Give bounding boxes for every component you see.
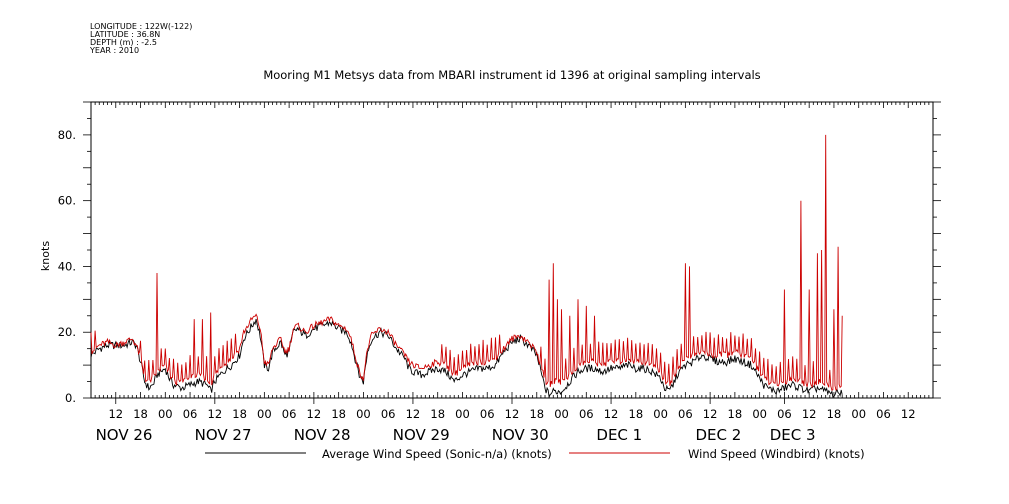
x-day-label: DEC 1 (596, 426, 642, 444)
year-label: YEAR : 2010 (90, 46, 140, 55)
x-tick-label: 12 (505, 407, 520, 421)
x-tick-label: 00 (752, 407, 767, 421)
legend-label-average: Average Wind Speed (Sonic-n/a) (knots) (322, 447, 552, 461)
x-tick-label: 18 (529, 407, 544, 421)
plot-area (90, 134, 843, 399)
x-day-label: NOV 29 (393, 426, 450, 444)
x-day-label: NOV 26 (96, 426, 153, 444)
y-tick-label: 80. (58, 128, 76, 142)
y-tick-label: 20. (58, 325, 76, 339)
y-tick-label: 0. (65, 391, 76, 405)
x-day-label: DEC 3 (770, 426, 816, 444)
x-tick-label: 00 (455, 407, 470, 421)
x-tick-label: 00 (851, 407, 866, 421)
x-tick-label: 18 (133, 407, 148, 421)
x-tick-label: 18 (827, 407, 842, 421)
x-tick-label: 12 (406, 407, 421, 421)
x-tick-label: 06 (579, 407, 594, 421)
x-tick-label: 18 (629, 407, 644, 421)
x-tick-label: 00 (554, 407, 569, 421)
x-day-label: NOV 30 (492, 426, 549, 444)
x-tick-label: 06 (381, 407, 396, 421)
x-tick-label: 06 (678, 407, 693, 421)
x-day-label: DEC 2 (695, 426, 741, 444)
x-tick-label: 12 (208, 407, 223, 421)
longitude-label: LONGITUDE : 122W(-122) (90, 22, 193, 31)
series-line-average-wind-speed (90, 318, 843, 399)
x-tick-label: 06 (183, 407, 198, 421)
y-tick-label: 40. (58, 259, 76, 273)
x-tick-label: 12 (901, 407, 916, 421)
x-tick-label: 06 (282, 407, 297, 421)
x-tick-label: 12 (108, 407, 123, 421)
depth-label: DEPTH (m) : -2.5 (90, 38, 157, 47)
plot-frame (90, 101, 934, 399)
x-tick-label: 00 (653, 407, 668, 421)
x-tick-label: 00 (257, 407, 272, 421)
y-tick-label: 60. (58, 194, 76, 208)
x-tick-label: 06 (480, 407, 495, 421)
legend-label-windbird: Wind Speed (Windbird) (knots) (688, 447, 865, 461)
x-tick-label: 12 (307, 407, 322, 421)
x-tick-label: 18 (232, 407, 247, 421)
chart-title: Mooring M1 Metsys data from MBARI instru… (263, 68, 760, 82)
x-tick-label: 12 (802, 407, 817, 421)
x-tick-label: 06 (876, 407, 891, 421)
x-tick-label: 12 (703, 407, 718, 421)
latitude-label: LATITUDE : 36.8N (90, 30, 161, 39)
x-tick-label: 00 (158, 407, 173, 421)
y-axis-label: knots (39, 241, 52, 271)
x-tick-label: 00 (356, 407, 371, 421)
x-tick-label: 06 (777, 407, 792, 421)
series-line-windbird-wind-speed (90, 134, 843, 391)
legend: Average Wind Speed (Sonic-n/a) (knots) W… (205, 447, 865, 461)
x-tick-label: 18 (430, 407, 445, 421)
x-tick-label: 12 (604, 407, 619, 421)
axes-group: 12 18 00 06 12 18 00 06 12 18 00 06 12 18 00 06 12 18 00 06… (58, 101, 941, 444)
x-tick-label: 18 (728, 407, 743, 421)
x-day-label: NOV 27 (195, 426, 252, 444)
x-day-label: NOV 28 (294, 426, 351, 444)
x-tick-label: 18 (331, 407, 346, 421)
